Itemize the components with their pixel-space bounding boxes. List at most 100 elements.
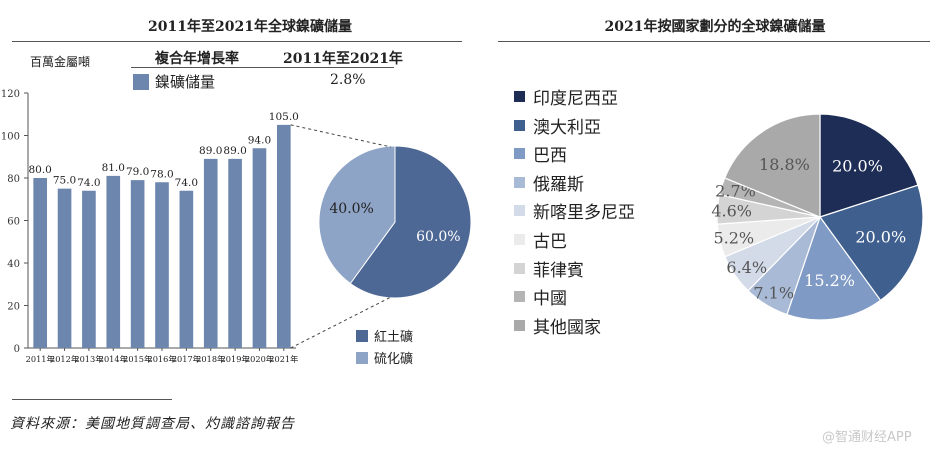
country-pie-value-label: 15.2% — [804, 271, 855, 290]
bar-value-label: 89.0 — [223, 145, 246, 157]
watermark: @智通财经APP — [822, 430, 912, 445]
right-chart-title: 2021年按國家劃分的全球鎳礦儲量 — [604, 19, 826, 35]
bar — [155, 182, 169, 348]
country-legend-label: 俄羅斯 — [533, 174, 584, 195]
country-pie-slice — [723, 113, 821, 218]
country-pie-value-label: 20.0% — [855, 228, 906, 247]
country-legend-swatch — [514, 234, 525, 245]
country-pie-value-label: 5.2% — [713, 228, 754, 247]
bar-value-label: 89.0 — [199, 145, 222, 157]
bar-value-label: 74.0 — [77, 177, 100, 189]
x-tick-label: 2020年 — [245, 354, 274, 364]
bar-value-label: 81.0 — [102, 162, 125, 174]
cagr-row-value: 2.8% — [330, 72, 366, 88]
x-tick-label: 2018年 — [196, 354, 225, 364]
y-tick-label: 60 — [7, 217, 20, 228]
bar — [228, 158, 242, 348]
bar — [203, 158, 218, 348]
country-legend-item: 菲律賓 — [514, 256, 584, 281]
bar — [33, 178, 48, 348]
bar-value-label: 74.0 — [175, 177, 198, 189]
x-tick-label: 2015年 — [123, 354, 152, 364]
bar — [179, 190, 194, 348]
bar — [252, 148, 267, 348]
country-pie-area: 20.0%20.0%15.2%7.1%6.4%5.2%4.6%2.7%18.8% — [711, 113, 924, 321]
y-tick-label: 40 — [7, 259, 20, 270]
legend-sulfide: 硫化礦 — [356, 348, 413, 367]
country-legend-label: 澳大利亞 — [533, 117, 601, 138]
left-title-rule — [12, 41, 462, 42]
cagr-col2-header: 2011年至2021年 — [283, 51, 403, 67]
bar-value-label: 94.0 — [248, 134, 271, 146]
country-legend-item: 俄羅斯 — [514, 170, 584, 195]
bar — [106, 175, 121, 348]
country-legend-label: 新喀里多尼亞 — [533, 203, 635, 224]
connector-line-bottom — [290, 296, 392, 349]
x-tick-label: 2016年 — [147, 354, 176, 364]
x-tick-label: 2019年 — [221, 354, 250, 364]
connector-line-top — [290, 124, 392, 148]
bar-value-label: 105.0 — [269, 111, 299, 123]
country-legend-item: 其他國家 — [514, 313, 601, 338]
legend-laterite: 紅土礦 — [356, 326, 413, 345]
bar-value-label: 78.0 — [150, 168, 173, 180]
country-legend-label: 菲律賓 — [533, 260, 584, 281]
bar-value-label: 80.0 — [28, 164, 51, 176]
legend-laterite-label: 紅土礦 — [374, 330, 414, 345]
country-legend-label: 其他國家 — [533, 317, 601, 338]
country-legend-item: 巴西 — [514, 141, 567, 166]
country-pie-slice — [786, 215, 882, 321]
unit-label: 百萬金屬噸 — [30, 55, 91, 69]
bar — [130, 180, 145, 348]
country-legend-swatch — [514, 119, 525, 131]
country-legend-swatch — [514, 262, 525, 274]
country-legend-swatch — [514, 205, 525, 217]
left-chart-area: 0 20 40 60 80 100 120 80.0 2011年 75.0 2012年 74.0 201… — [1, 89, 472, 364]
type-pie-value-label: 60.0% — [416, 229, 460, 245]
y-tick-label: 80 — [7, 174, 20, 185]
country-legend-item: 印度尼西亞 — [514, 84, 618, 109]
country-legend-label: 中國 — [533, 289, 567, 310]
type-pie-slice — [318, 145, 396, 285]
country-legend-item: 古巴 — [514, 227, 567, 252]
bar-value-label: 75.0 — [53, 175, 76, 187]
country-legend-swatch — [514, 319, 525, 331]
right-title-rule — [498, 41, 930, 42]
source-rule — [12, 399, 172, 400]
country-legend-swatch — [514, 291, 525, 303]
source-note: 資料來源：美國地質調查局、灼識諮詢報告 — [10, 416, 295, 432]
y-tick-label: 0 — [14, 344, 20, 355]
country-pie-value-label: 4.6% — [711, 201, 752, 220]
x-tick-label: 2011年 — [26, 354, 55, 364]
legend-laterite-swatch — [356, 329, 368, 342]
y-tick-label: 20 — [7, 302, 20, 313]
legend-sulfide-label: 硫化礦 — [374, 352, 414, 367]
cagr-col1-header: 複合年增長率 — [155, 51, 239, 67]
country-legend-label: 巴西 — [533, 146, 567, 167]
x-tick-label: 2021年 — [269, 354, 298, 364]
bar-value-label: 79.0 — [126, 166, 149, 178]
country-legend-item: 新喀里多尼亞 — [514, 198, 635, 223]
type-pie-slice — [349, 145, 472, 299]
country-legend-label: 印度尼西亞 — [533, 89, 618, 109]
country-pie-value-label: 20.0% — [832, 156, 883, 175]
cagr-table-rule — [131, 67, 394, 68]
cagr-row: 鎳礦儲量 — [133, 71, 215, 92]
country-pie-slice — [819, 184, 924, 302]
y-tick-label: 120 — [1, 89, 20, 100]
country-legend-item: 澳大利亞 — [514, 113, 601, 138]
left-chart-title: 2011年至2021年全球鎳礦儲量 — [148, 19, 352, 35]
bar — [276, 124, 291, 348]
country-legend-swatch — [514, 148, 525, 160]
legend-sulfide-swatch — [356, 351, 368, 364]
x-tick-label: 2017年 — [172, 354, 201, 364]
bar — [82, 190, 96, 348]
country-legend-swatch — [514, 176, 525, 188]
x-tick-label: 2014年 — [99, 354, 128, 364]
country-legend-label: 古巴 — [533, 232, 567, 252]
country-pie-value-label: 6.4% — [726, 258, 767, 277]
cagr-row-label: 鎳礦儲量 — [155, 73, 216, 91]
type-pie-value-label: 40.0% — [329, 201, 373, 217]
country-pie-slice — [819, 113, 919, 218]
country-legend-item: 中國 — [514, 284, 567, 309]
